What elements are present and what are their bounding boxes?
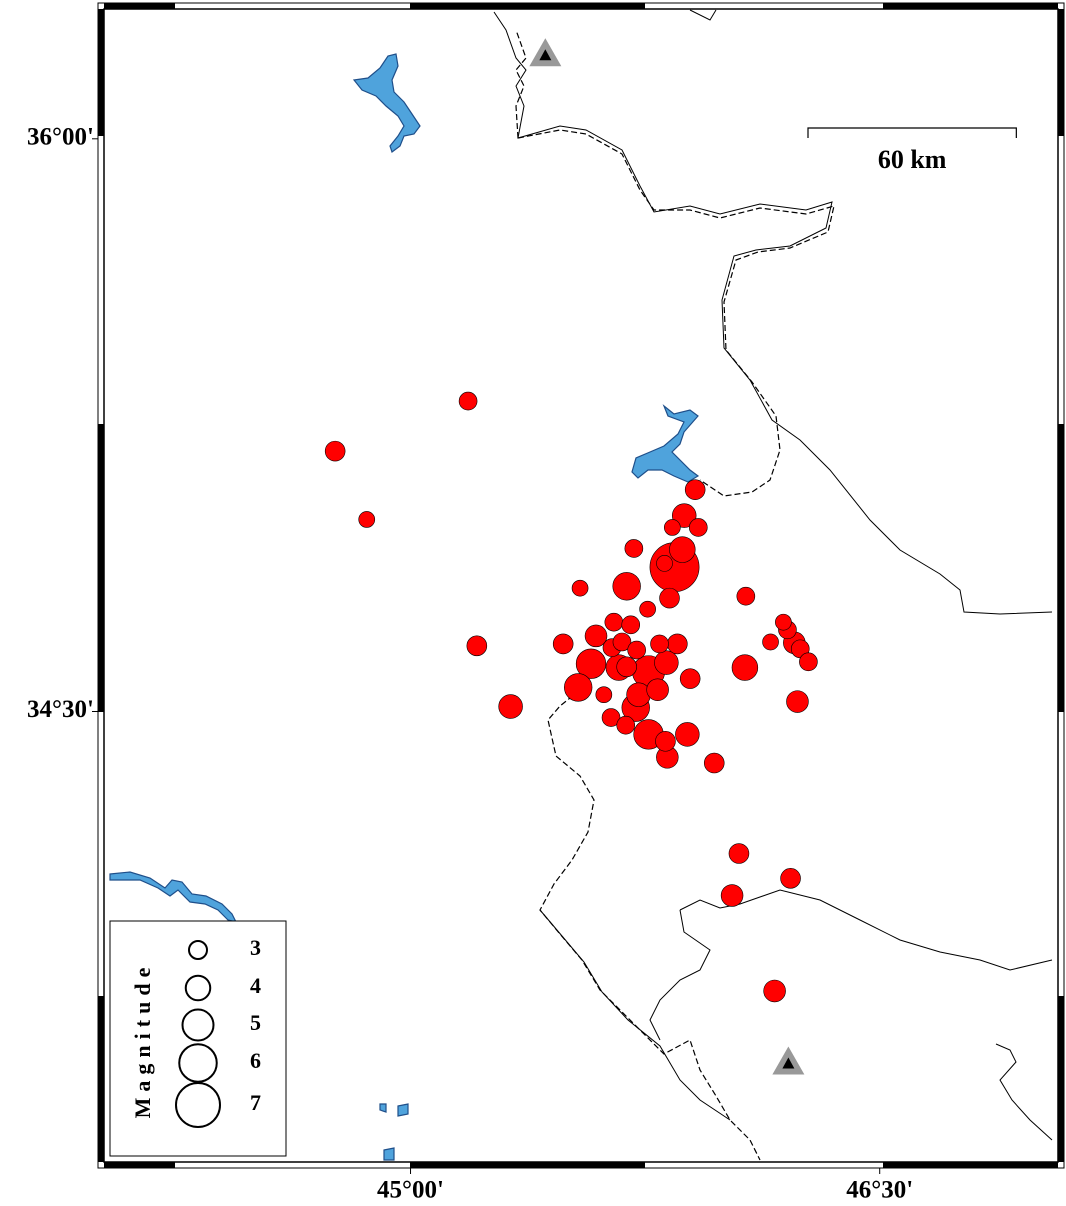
y-tick-label: 36°00' — [27, 124, 94, 151]
legend: Magnitude 3 4 5 6 7 — [109, 920, 287, 1157]
earthquake — [679, 668, 701, 689]
earthquake — [763, 979, 786, 1003]
earthquake — [466, 635, 488, 657]
earthquake — [684, 479, 706, 500]
earthquake — [584, 624, 608, 648]
earthquake — [639, 600, 656, 618]
earthquake — [728, 843, 750, 864]
legend-label: 7 — [250, 1090, 261, 1115]
border — [995, 1043, 1053, 1141]
earthquake — [656, 555, 673, 572]
scale-label: 60 km — [878, 145, 947, 174]
earthquake — [669, 536, 696, 563]
earthquake — [655, 730, 676, 752]
legend-label: 6 — [250, 1048, 261, 1073]
legend-label: 5 — [250, 1010, 261, 1035]
earthquake — [736, 586, 756, 606]
border — [539, 689, 761, 1161]
earthquake — [616, 656, 637, 678]
earthquake — [324, 440, 346, 462]
earthquake — [646, 678, 669, 701]
legend-label: 3 — [250, 935, 261, 960]
legend-symbol — [188, 940, 208, 960]
earthquake — [762, 633, 779, 651]
earthquake — [780, 868, 801, 889]
earthquake — [498, 694, 523, 719]
earthquake — [650, 634, 669, 654]
earthquake — [664, 519, 681, 536]
legend-symbol — [184, 974, 212, 1002]
station-core — [539, 49, 552, 61]
earthquake — [458, 391, 478, 411]
earthquake — [731, 654, 759, 681]
border — [515, 29, 835, 497]
legend-symbol — [175, 1082, 221, 1128]
x-tick-label: 46°30' — [846, 1177, 913, 1204]
earthquake — [659, 587, 680, 609]
legend-symbol — [181, 1008, 215, 1042]
earthquake — [571, 579, 589, 597]
earthquake — [675, 722, 700, 747]
lake — [352, 53, 421, 153]
x-tick-label: 45°00' — [377, 1177, 444, 1204]
border — [649, 909, 711, 1041]
earthquake — [624, 539, 644, 558]
border — [689, 9, 717, 21]
legend-symbol — [178, 1043, 218, 1083]
earthquake — [786, 690, 809, 713]
river — [109, 871, 238, 923]
earthquake — [564, 673, 593, 702]
lake — [631, 404, 700, 483]
earthquake — [671, 503, 697, 528]
legend-label: 4 — [250, 973, 261, 998]
earthquake — [703, 752, 725, 774]
lake — [379, 1103, 409, 1161]
earthquake — [775, 613, 792, 631]
border — [679, 889, 1053, 971]
earthquake — [720, 884, 744, 907]
station-core — [782, 1057, 795, 1069]
base-layer — [109, 9, 1053, 1161]
earthquake — [358, 511, 376, 528]
y-tick-label: 34°30' — [27, 696, 94, 723]
earthquake — [604, 612, 624, 632]
earthquake — [626, 682, 651, 707]
earthquake — [575, 648, 607, 679]
earthquake — [667, 633, 688, 655]
earthquake — [621, 615, 641, 635]
scale-bar — [807, 127, 1017, 138]
earthquake — [616, 715, 636, 735]
earthquake — [601, 708, 621, 727]
earthquake — [627, 640, 646, 660]
earthquake — [595, 686, 613, 704]
earthquake — [688, 518, 708, 537]
legend-title: Magnitude — [130, 962, 155, 1119]
border — [493, 11, 1053, 615]
earthquake — [799, 652, 818, 672]
earthquake — [612, 572, 641, 601]
frame — [97, 2, 1065, 1169]
earthquake — [552, 633, 574, 655]
earthquake — [654, 650, 679, 675]
border — [539, 909, 731, 1121]
earthquake — [612, 632, 632, 652]
